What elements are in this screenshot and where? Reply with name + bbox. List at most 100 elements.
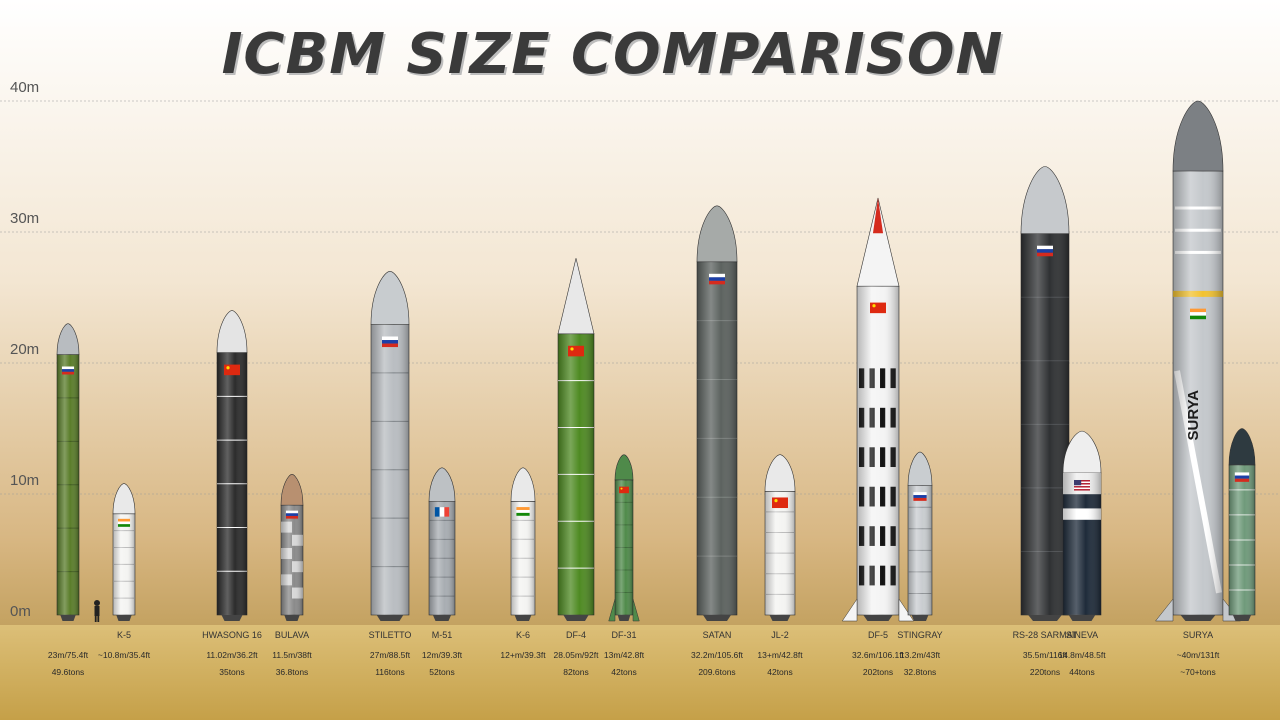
person-leg: [97, 615, 100, 622]
missile-nose: [614, 454, 634, 481]
missile-mass-label: 49.6tons: [51, 667, 85, 677]
flag-usa-stripe: [1074, 489, 1090, 491]
flag-russia-stripe: [1234, 472, 1250, 476]
flag-russia-stripe: [913, 497, 927, 501]
flag-russia-stripe: [382, 340, 398, 344]
missile-length-label: 27m/88.5ft: [369, 650, 411, 660]
missile-nozzle: [284, 615, 300, 621]
flag-russia-stripe: [709, 280, 725, 285]
missile-length-label: 12+m/39.3ft: [500, 650, 546, 660]
flag-russia-stripe: [709, 277, 725, 281]
flag-russia-stripe: [382, 336, 398, 341]
flag-usa: [1074, 479, 1090, 491]
gridlines: [0, 100, 1280, 495]
missile-name-label: M-51: [431, 630, 453, 640]
y-tick-label: 30m: [10, 210, 40, 227]
missile-length-label: 35.5m/116ft: [1022, 650, 1068, 660]
missile-mass-label: 116tons: [375, 667, 405, 677]
flag-china: [870, 302, 886, 314]
missile-nose: [1020, 166, 1070, 234]
missile-mass-label: 52tons: [429, 667, 455, 677]
missile-nozzle: [769, 615, 791, 621]
missile-nozzle: [1068, 615, 1096, 621]
flag-china-star: [226, 366, 230, 370]
missile-nose: [696, 205, 738, 263]
missile-nose: [907, 451, 933, 486]
missile-mass-label: 42tons: [611, 667, 637, 677]
missile-shading: [1063, 472, 1101, 615]
missile-name-label: STINGRAY: [897, 630, 943, 640]
missile: [510, 467, 536, 621]
missile-length-label: 13m/42.8ft: [603, 650, 645, 660]
missile: [428, 467, 456, 621]
missile-nozzle: [617, 615, 631, 621]
missile: [907, 451, 933, 621]
flag-usa-stripe: [1074, 479, 1090, 482]
flag-china: [224, 364, 240, 376]
missile-length-label: 11.5m/38ft: [272, 650, 312, 660]
missile-nose: [1062, 430, 1102, 474]
missile-mass-label: 82tons: [563, 667, 589, 677]
flag-russia-stripe: [285, 515, 299, 519]
flag-russia-stripe: [382, 343, 398, 348]
missile-nose: [764, 454, 796, 492]
flag-usa-stripe: [1074, 486, 1090, 488]
missile: [56, 323, 80, 621]
flag-russia-stripe: [1037, 245, 1053, 250]
flag-india-stripe: [516, 509, 530, 513]
flag-india-stripe: [1190, 315, 1206, 320]
flag-india-stripe: [516, 507, 530, 510]
missile-shading: [697, 261, 737, 615]
missile: [557, 258, 595, 621]
chart-title: ICBM SIZE COMPARISON: [221, 22, 1004, 87]
flag-france-stripe: [444, 507, 450, 517]
missile-nozzle: [703, 615, 731, 621]
ground-band: [0, 625, 1280, 720]
missile: [764, 454, 796, 621]
missile-nose: [428, 467, 456, 502]
missile-shading: [1173, 171, 1223, 615]
missile-nose: [112, 483, 136, 515]
missile-length-label: 32.2m/105.6ft: [691, 650, 743, 660]
person-body: [94, 606, 100, 616]
missile-nozzle: [1232, 615, 1252, 621]
missile-name-label: SURYA: [1182, 630, 1214, 640]
missile: [696, 205, 738, 621]
missile-mass-label: 35tons: [219, 667, 245, 677]
missile-name-label: K-6: [515, 630, 530, 640]
missile-shading: [113, 513, 135, 615]
missile-mass-label: 220tons: [1029, 667, 1061, 677]
missile-nozzle: [221, 615, 243, 621]
person-icon: [94, 600, 100, 622]
missile-nozzle: [563, 615, 589, 621]
person-head: [94, 600, 100, 606]
flag-india-stripe: [117, 521, 131, 525]
flag-china: [772, 497, 788, 509]
flag-russia-stripe: [61, 369, 75, 372]
missile-name-label: DF-5: [868, 630, 888, 640]
missile-nose: [1172, 100, 1224, 172]
missile-length-label: ~10.8m/35.4ft: [97, 650, 151, 660]
missile-length-label: 32.6m/106.1ft: [852, 650, 904, 660]
flag-china-star: [872, 304, 876, 308]
missile-name-label: SATAN: [702, 630, 732, 640]
missile: [112, 483, 136, 621]
missile-nose-tip: [872, 197, 884, 234]
missile-length-label: 13.2m/43ft: [899, 650, 941, 660]
missile-nose: [510, 467, 536, 502]
flag-russia-stripe: [913, 492, 927, 496]
missile: [216, 310, 248, 621]
missile-nose: [216, 310, 248, 353]
flag-india-stripe: [117, 518, 131, 522]
flag-france-stripe: [434, 507, 440, 517]
missile-name-label: BULAVA: [274, 630, 310, 640]
missile-name-label: RS-28 SARMAT: [1012, 630, 1078, 640]
missile-shading: [371, 324, 409, 615]
flag-india-stripe: [1190, 308, 1206, 313]
missile-fin: [1154, 598, 1174, 622]
flag-russia-stripe: [913, 495, 927, 498]
flag-russia-stripe: [285, 510, 299, 514]
missile-nose: [56, 323, 80, 355]
